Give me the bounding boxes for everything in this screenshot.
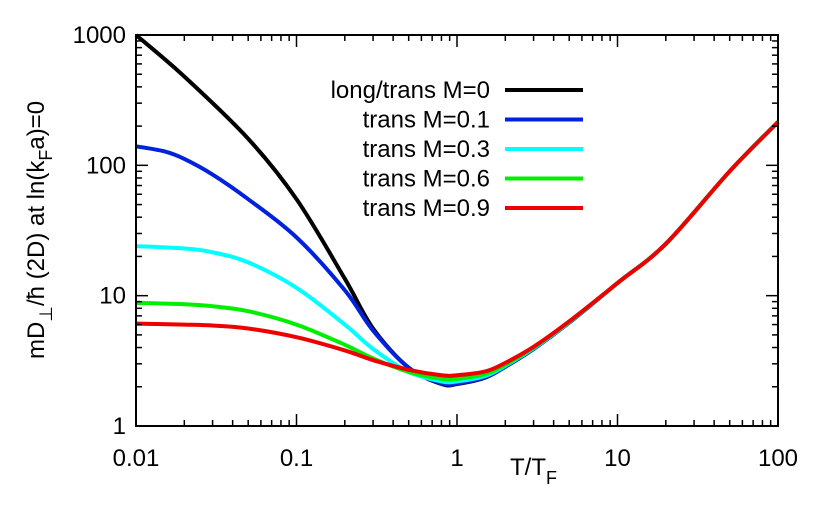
x-tick-label: 10 [604, 445, 631, 472]
x-tick-label: 0.1 [280, 445, 313, 472]
x-tick-label: 100 [758, 445, 798, 472]
series-line-4 [135, 120, 780, 378]
x-axis-label-main: T/T [510, 454, 546, 481]
tick-labels: 0.01 0.1 1 10 100 1 10 100 1000 [73, 22, 798, 472]
x-axis-label: T/TF [510, 454, 557, 488]
y-tick-label: 10 [99, 283, 126, 310]
x-tick-label: 1 [450, 445, 463, 472]
legend-label-2: trans M=0.3 [363, 136, 490, 163]
y-tick-label: 100 [86, 152, 126, 179]
legend-label-3: trans M=0.6 [363, 166, 490, 193]
x-axis-label-sub: F [546, 468, 557, 488]
series-curves [134, 33, 780, 388]
legend-label-0: long/trans M=0 [331, 77, 490, 104]
x-tick-label: 0.01 [113, 445, 160, 472]
y-axis-label: mD⊥/ħ (2D) at ln(kFa)=0 [23, 101, 56, 359]
y-tick-label: 1 [113, 413, 126, 440]
y-tick-label: 1000 [73, 22, 126, 49]
legend-label-1: trans M=0.1 [363, 107, 490, 134]
legend-label-4: trans M=0.9 [363, 195, 490, 222]
plot-frame [135, 34, 779, 427]
